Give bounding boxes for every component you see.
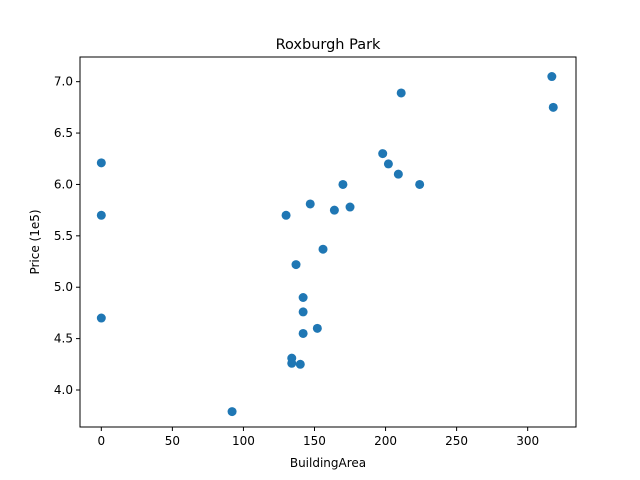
x-axis-label: BuildingArea (290, 456, 366, 470)
plot-frame (79, 56, 577, 428)
data-point (287, 358, 297, 368)
data-point (305, 199, 315, 209)
y-tick-label: 6.5 (54, 126, 73, 140)
y-axis-ticks: 4.0 4.5 5.0 5.5 6.0 6.5 7.0 (54, 75, 80, 397)
y-tick-label: 5.0 (54, 280, 73, 294)
data-point (281, 210, 291, 220)
data-point (298, 328, 308, 338)
data-point (312, 323, 322, 333)
data-point (415, 179, 425, 189)
data-point (378, 149, 388, 159)
y-tick-label: 5.5 (54, 229, 73, 243)
data-point (96, 210, 106, 220)
data-point (396, 88, 406, 98)
chart-title: Roxburgh Park (276, 37, 381, 53)
x-tick-label: 100 (232, 434, 255, 448)
data-point (295, 359, 305, 369)
x-tick-label: 300 (516, 434, 539, 448)
data-point (96, 158, 106, 168)
y-tick-label: 4.5 (54, 332, 73, 346)
x-tick-label: 150 (303, 434, 326, 448)
y-tick-label: 6.0 (54, 177, 73, 191)
x-tick-label: 250 (445, 434, 468, 448)
x-tick-label: 50 (165, 434, 180, 448)
data-point (227, 407, 237, 417)
data-point (383, 159, 393, 169)
data-points (96, 72, 558, 417)
y-tick-label: 4.0 (54, 383, 73, 397)
data-point (329, 205, 339, 215)
x-axis-ticks: 0 50 100 150 200 250 300 (97, 427, 539, 448)
y-tick-label: 7.0 (54, 75, 73, 89)
x-tick-label: 0 (97, 434, 105, 448)
data-point (548, 102, 558, 112)
data-point (318, 244, 328, 254)
data-point (393, 169, 403, 179)
x-tick-label: 200 (374, 434, 397, 448)
data-point (291, 260, 301, 270)
data-point (298, 307, 308, 317)
data-point (96, 313, 106, 323)
y-axis-label: Price (1e5) (28, 209, 42, 274)
data-point (338, 179, 348, 189)
data-point (298, 293, 308, 302)
data-point (345, 202, 355, 212)
data-point (547, 72, 557, 82)
